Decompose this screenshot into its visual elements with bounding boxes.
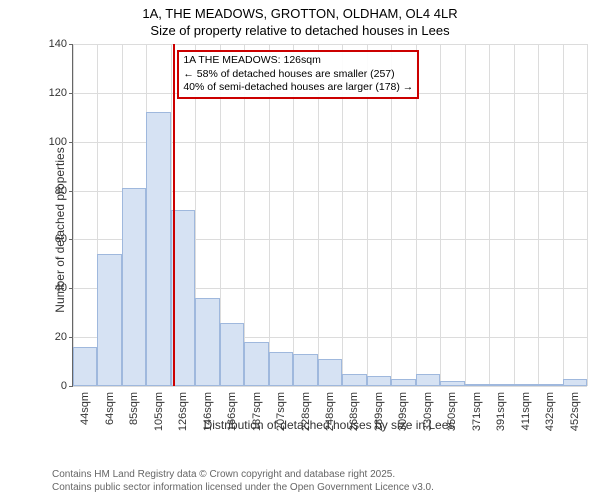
chart-area: Number of detached properties 0204060801… xyxy=(52,44,586,416)
histogram-bar xyxy=(563,379,587,386)
gridline-v xyxy=(465,44,466,386)
chart-title: 1A, THE MEADOWS, GROTTON, OLDHAM, OL4 4L… xyxy=(0,0,600,40)
histogram-bar xyxy=(416,374,440,386)
gridline-v xyxy=(514,44,515,386)
y-tick: 0 xyxy=(61,380,73,392)
histogram-bar xyxy=(367,376,391,386)
histogram-bar xyxy=(195,298,219,386)
y-tick: 40 xyxy=(55,282,73,294)
footer-attribution: Contains HM Land Registry data © Crown c… xyxy=(52,469,434,494)
footer-line1: Contains HM Land Registry data © Crown c… xyxy=(52,469,434,482)
histogram-bar xyxy=(318,359,342,386)
chart-container: 1A, THE MEADOWS, GROTTON, OLDHAM, OL4 4L… xyxy=(0,0,600,500)
histogram-bar xyxy=(97,254,121,386)
histogram-bar xyxy=(293,354,317,386)
gridline-h xyxy=(73,44,587,45)
gridline-v xyxy=(587,44,588,386)
y-tick: 140 xyxy=(49,38,73,50)
y-tick: 60 xyxy=(55,233,73,245)
histogram-bar xyxy=(146,112,170,386)
gridline-v xyxy=(563,44,564,386)
title-line1: 1A, THE MEADOWS, GROTTON, OLDHAM, OL4 4L… xyxy=(0,6,600,23)
footer-line2: Contains public sector information licen… xyxy=(52,482,434,495)
y-tick: 20 xyxy=(55,331,73,343)
annotation-line: ← 58% of detached houses are smaller (25… xyxy=(183,68,413,82)
annotation-line: 1A THE MEADOWS: 126sqm xyxy=(183,54,413,68)
histogram-bar xyxy=(269,352,293,386)
y-tick: 120 xyxy=(49,87,73,99)
title-line2: Size of property relative to detached ho… xyxy=(0,23,600,40)
histogram-bar xyxy=(244,342,268,386)
y-tick: 100 xyxy=(49,136,73,148)
y-tick: 80 xyxy=(55,185,73,197)
plot-region: 02040608010012014044sqm64sqm85sqm105sqm1… xyxy=(72,44,587,387)
x-axis-label: Distribution of detached houses by size … xyxy=(72,418,586,432)
histogram-bar xyxy=(391,379,415,386)
annotation-box: 1A THE MEADOWS: 126sqm← 58% of detached … xyxy=(177,50,419,99)
histogram-bar xyxy=(342,374,366,386)
gridline-v xyxy=(489,44,490,386)
gridline-v xyxy=(538,44,539,386)
marker-line xyxy=(173,44,175,386)
histogram-bar xyxy=(122,188,146,386)
annotation-line: 40% of semi-detached houses are larger (… xyxy=(183,81,413,95)
gridline-v xyxy=(73,44,74,386)
histogram-bar xyxy=(220,323,244,387)
gridline-v xyxy=(440,44,441,386)
histogram-bar xyxy=(73,347,97,386)
